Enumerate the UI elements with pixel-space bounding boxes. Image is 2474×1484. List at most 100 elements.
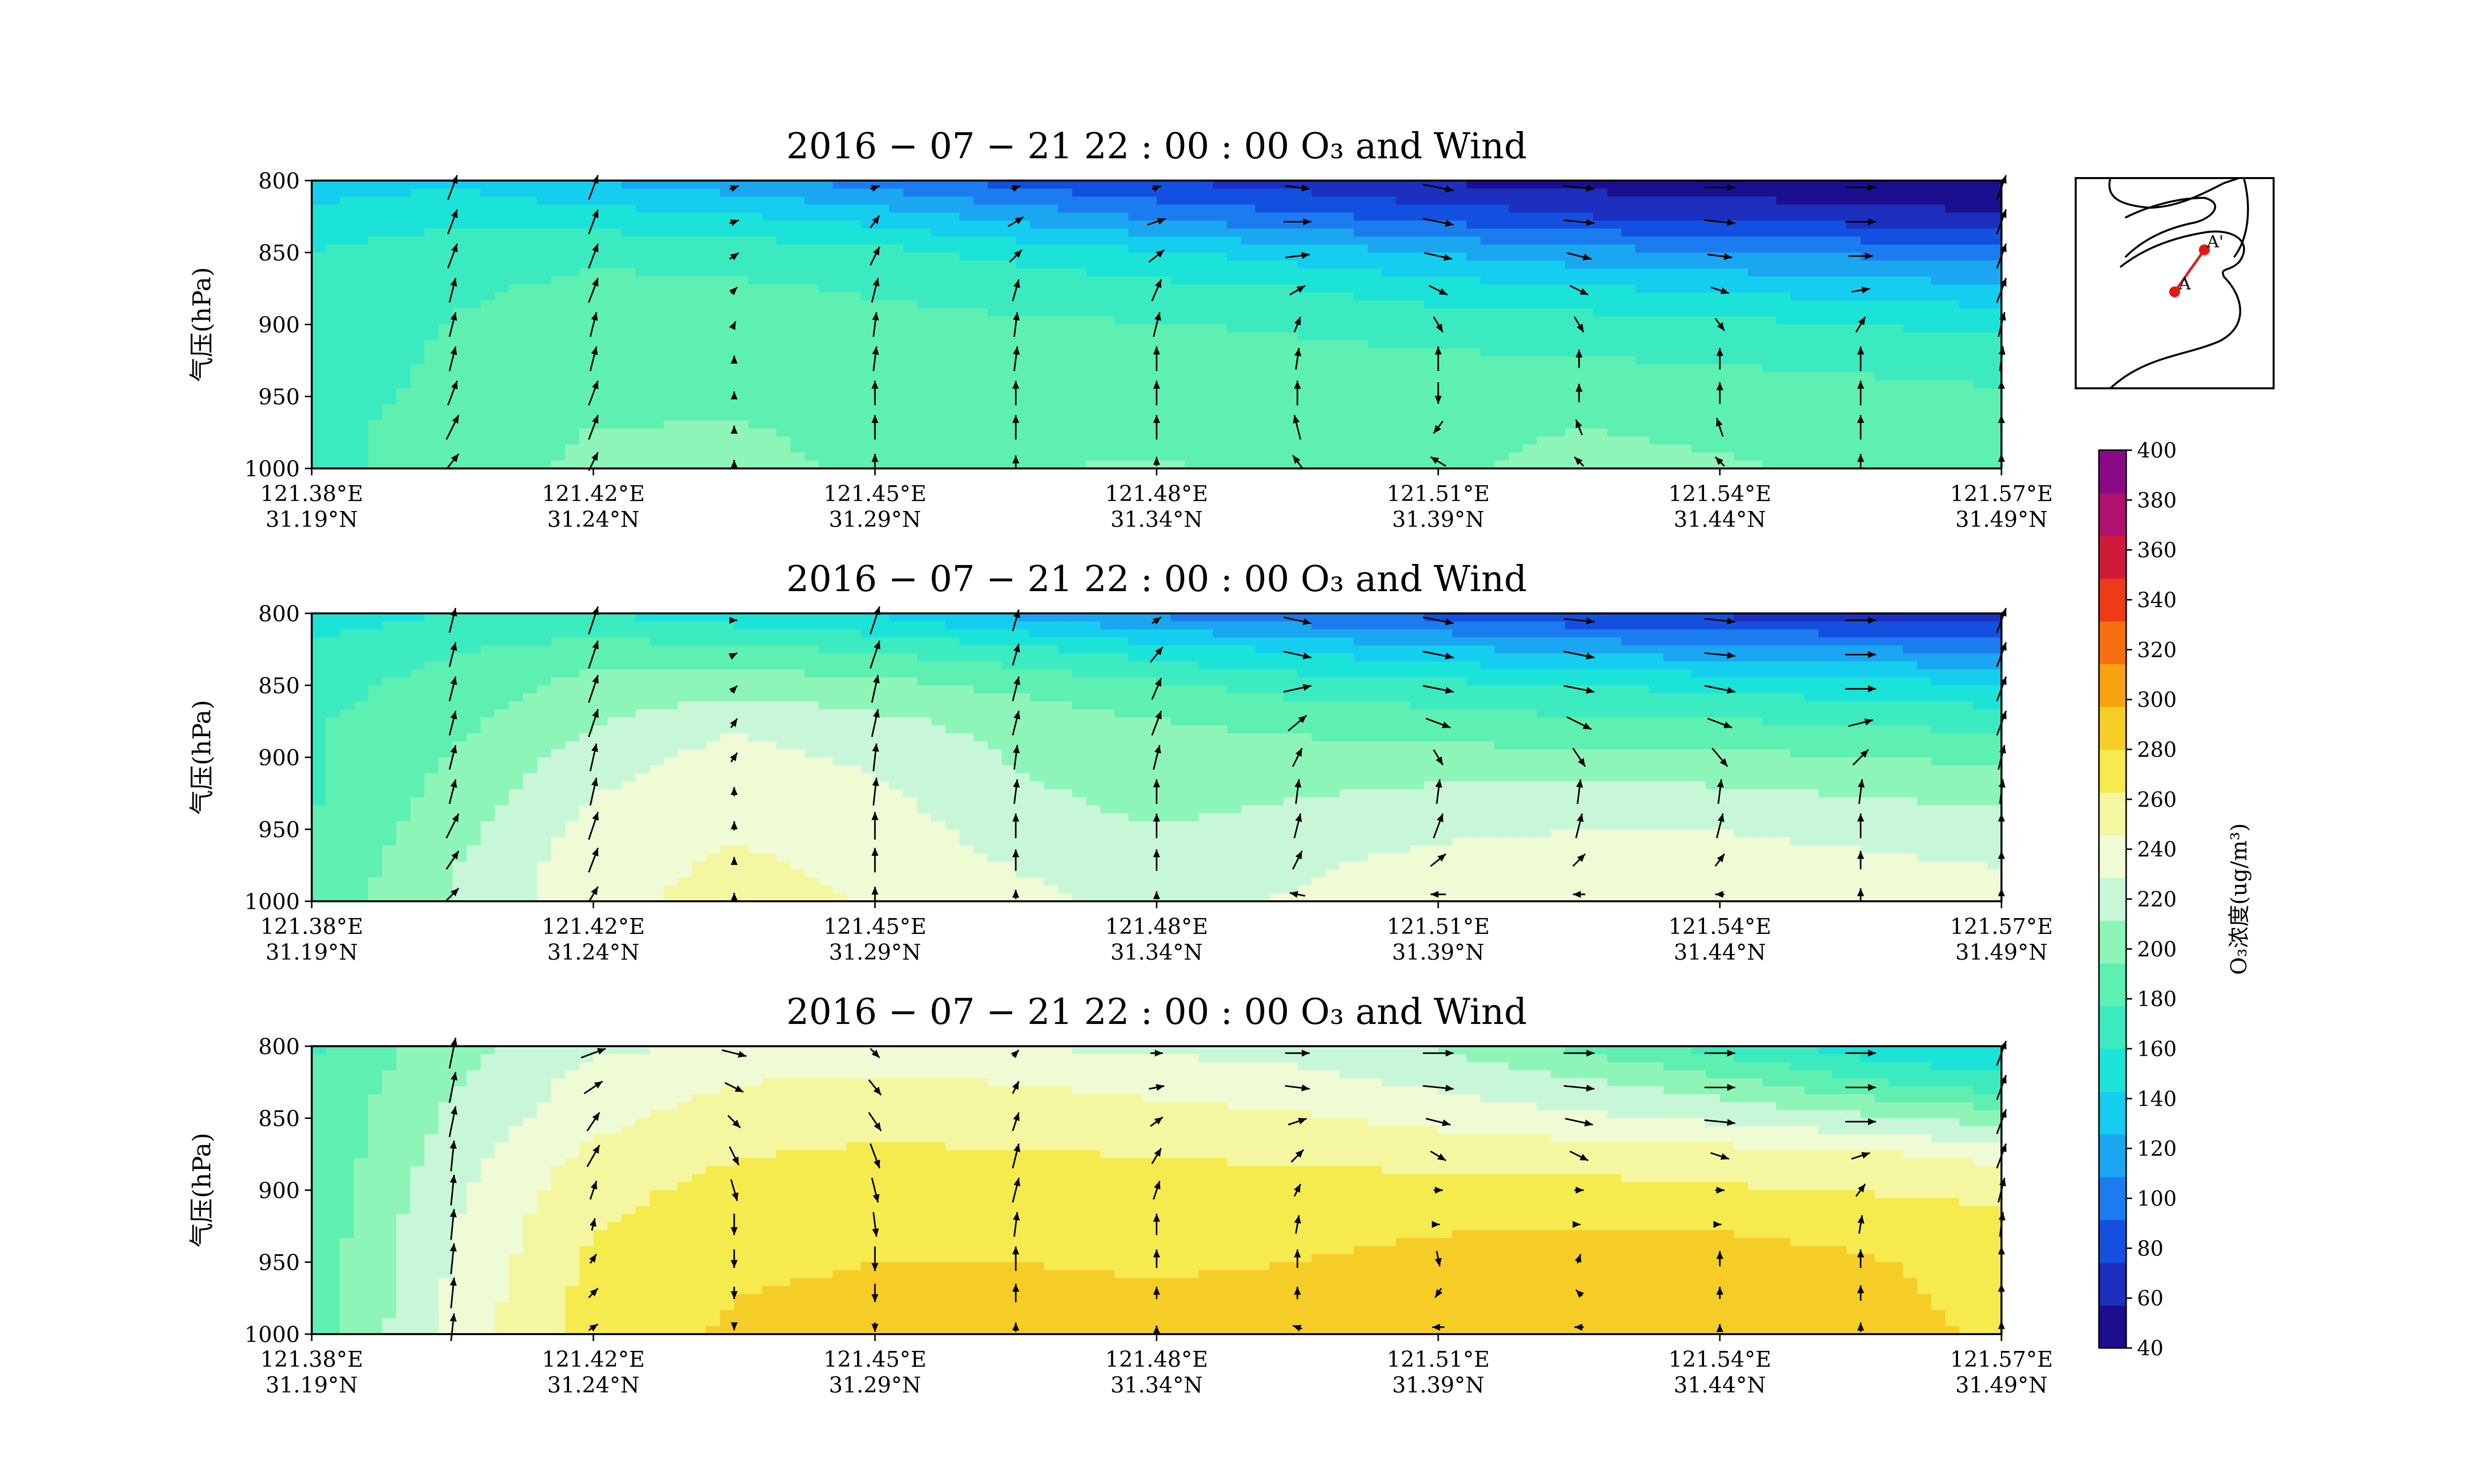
o3-cell xyxy=(692,372,707,381)
o3-cell xyxy=(1804,452,1819,461)
o3-cell xyxy=(621,412,636,421)
o3-cell xyxy=(1635,420,1650,429)
o3-cell xyxy=(1339,348,1354,357)
o3-cell xyxy=(860,340,876,349)
o3-cell xyxy=(467,260,481,269)
o3-cell xyxy=(1241,364,1256,373)
o3-cell xyxy=(1959,260,1974,269)
o3-cell xyxy=(1410,188,1425,197)
o3-cell xyxy=(1931,348,1946,357)
o3-cell xyxy=(1917,388,1932,397)
o3-cell xyxy=(1860,637,1875,646)
o3-cell xyxy=(1368,412,1382,421)
o3-cell xyxy=(1213,236,1228,245)
o3-cell xyxy=(1396,244,1411,253)
o3-cell xyxy=(452,188,467,197)
o3-cell xyxy=(551,436,566,445)
o3-cell xyxy=(1804,420,1819,429)
o3-cell xyxy=(1860,229,1875,237)
o3-cell xyxy=(565,348,580,357)
o3-cell xyxy=(1846,292,1861,301)
o3-cell xyxy=(1664,260,1678,269)
o3-cell xyxy=(776,396,791,405)
o3-cell xyxy=(1903,348,1918,357)
o3-cell xyxy=(1945,277,1960,285)
o3-cell xyxy=(917,380,932,389)
wind-arrow xyxy=(588,175,599,200)
o3-cell xyxy=(790,637,805,646)
o3-cell xyxy=(1860,308,1875,317)
o3-cell xyxy=(621,252,636,261)
o3-cell xyxy=(1579,348,1594,357)
o3-cell xyxy=(1846,436,1861,445)
o3-cell xyxy=(1339,220,1354,229)
o3-cell xyxy=(1255,220,1270,229)
o3-cell xyxy=(354,212,369,221)
o3-cell xyxy=(903,372,918,381)
o3-cell xyxy=(706,356,721,365)
o3-cell xyxy=(917,196,932,205)
o3-cell xyxy=(1381,364,1397,373)
o3-cell xyxy=(368,252,383,261)
o3-cell xyxy=(424,348,439,357)
o3-cell xyxy=(1565,621,1580,630)
o3-cell xyxy=(1381,308,1397,317)
o3-cell xyxy=(903,621,918,630)
o3-cell xyxy=(1283,236,1298,245)
o3-cell xyxy=(1664,277,1678,285)
o3-cell xyxy=(339,277,355,285)
o3-cell xyxy=(805,428,819,437)
o3-cell xyxy=(1452,420,1467,429)
o3-cell xyxy=(635,388,650,397)
o3-cell xyxy=(931,396,946,405)
o3-cell xyxy=(959,452,974,461)
o3-cell xyxy=(1804,300,1819,309)
o3-cell xyxy=(1832,372,1847,381)
o3-cell xyxy=(1410,277,1425,285)
o3-cell xyxy=(720,629,735,638)
o3-cell xyxy=(1297,372,1312,381)
o3-cell xyxy=(917,244,932,253)
o3-cell xyxy=(396,444,411,453)
o3-cell xyxy=(805,388,819,397)
o3-cell xyxy=(551,325,566,333)
o3-cell xyxy=(1480,340,1495,349)
o3-cell xyxy=(860,404,876,413)
o3-cell xyxy=(635,348,650,357)
o3-cell xyxy=(1283,268,1298,277)
o3-cell xyxy=(368,325,383,333)
o3-cell xyxy=(1100,252,1115,261)
o3-cell xyxy=(1945,188,1960,197)
o3-cell xyxy=(734,404,749,413)
o3-cell xyxy=(1424,404,1439,413)
o3-cell xyxy=(635,316,650,325)
o3-cell xyxy=(1142,436,1157,445)
o3-cell xyxy=(1015,300,1031,309)
o3-cell xyxy=(607,372,622,381)
wind-arrow xyxy=(1434,382,1442,404)
o3-cell xyxy=(748,252,763,261)
o3-cell xyxy=(650,244,665,253)
o3-cell xyxy=(1255,629,1270,638)
o3-cell xyxy=(1438,196,1453,205)
o3-cell xyxy=(509,212,523,221)
o3-cell xyxy=(692,613,707,622)
o3-cell xyxy=(579,316,594,325)
o3-cell xyxy=(382,637,397,646)
o3-cell xyxy=(1410,196,1425,205)
o3-cell xyxy=(1931,621,1946,630)
o3-cell xyxy=(1326,460,1340,468)
o3-cell xyxy=(607,412,622,421)
o3-cell xyxy=(523,181,538,189)
o3-cell xyxy=(1734,340,1749,349)
o3-cell xyxy=(1522,364,1537,373)
o3-cell xyxy=(326,244,340,253)
o3-cell xyxy=(326,621,340,630)
o3-cell xyxy=(621,420,636,429)
o3-cell xyxy=(1353,300,1369,309)
o3-cell xyxy=(1536,229,1552,237)
o3-cell xyxy=(1311,404,1326,413)
o3-cell xyxy=(1889,380,1903,389)
o3-cell xyxy=(1691,372,1707,381)
o3-cell xyxy=(903,637,918,646)
